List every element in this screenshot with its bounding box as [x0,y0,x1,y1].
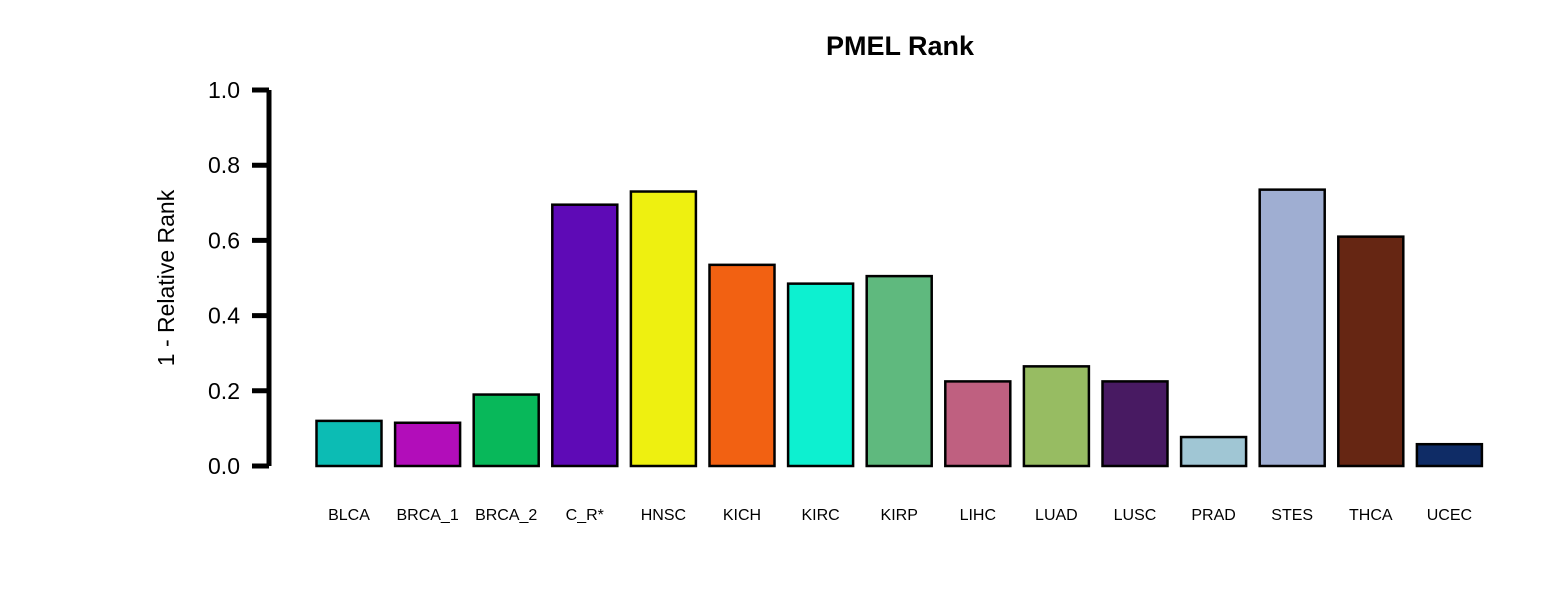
bar-kirp [865,274,933,468]
x-tick-label: KIRP [881,507,918,524]
bar-prad [1179,435,1248,468]
bar-lihc [944,380,1012,468]
bar-c-r [551,203,619,468]
y-tick-label: 0.4 [208,303,240,329]
y-tick-label: 0.6 [208,227,240,253]
bar-kirc [786,282,855,468]
x-tick-label: BLCA [328,507,370,524]
x-tick-label: BRCA_1 [396,507,458,524]
x-tick-label: C_R* [566,507,604,524]
bar-stes [1258,188,1326,468]
y-tick-label: 0.2 [208,378,240,404]
bar-thca [1337,235,1405,468]
bar-lusc [1101,380,1169,468]
bar-blca [315,419,383,468]
bar-ucec [1415,442,1484,468]
x-tick-label: KICH [723,507,761,524]
x-tick-label: STES [1271,507,1313,524]
y-tick-label: 0.0 [208,453,240,479]
x-tick-label: LIHC [960,507,996,524]
chart-title: PMEL Rank [826,31,975,61]
bar-hnsc [629,190,698,468]
x-tick-label: KIRC [801,507,839,524]
y-tick-label: 0.8 [208,152,240,178]
bar-kich [708,263,776,468]
x-tick-label: HNSC [641,507,686,524]
x-tick-label: BRCA_2 [475,507,537,524]
x-tick-label: PRAD [1191,507,1235,524]
bar-luad [1022,365,1091,468]
bar-brca-2 [472,393,540,468]
y-axis: 0.0 0.2 0.4 0.6 0.8 1.0 [208,77,272,479]
y-axis-label: 1 - Relative Rank [153,189,179,366]
x-tick-label: THCA [1349,507,1393,524]
x-tick-label: LUSC [1114,507,1157,524]
x-tick-labels: BLCA BRCA_1 BRCA_2 C_R* HNSC KICH KIRC KIRP LIHC… [328,507,1472,524]
x-tick-label: UCEC [1427,507,1472,524]
bars [315,188,1484,468]
bar-brca-1 [393,421,462,468]
y-tick-label: 1.0 [208,77,240,103]
x-tick-label: LUAD [1035,507,1078,524]
